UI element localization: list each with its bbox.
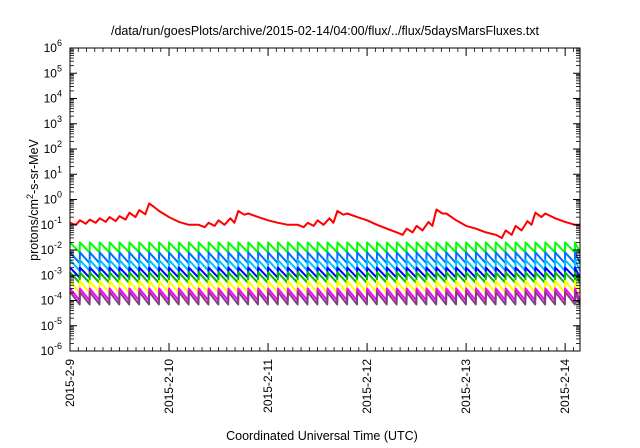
series-line-2 [69,251,581,265]
plot-frame [69,47,581,352]
y-tick-label: 104 [44,89,62,106]
y-tick-label: 10-4 [41,291,62,308]
x-tick-label: 2015-2-10 [162,359,176,414]
y-tick-label: 101 [44,164,62,181]
x-axis-label: Coordinated Universal Time (UTC) [226,429,418,443]
series-line-8 [69,290,581,306]
y-tick-label: 102 [44,139,62,156]
y-tick-label: 10-2 [41,240,62,257]
y-tick-label: 103 [44,114,62,131]
y-tick-label: 10-3 [41,265,62,282]
y-tick-label: 10-6 [41,341,62,358]
x-tick-label: 2015-2-9 [63,359,77,407]
x-tick-label: 2015-2-11 [261,359,275,413]
x-tick-label: 2015-2-14 [558,359,572,414]
y-tick-label: 10-1 [41,215,62,232]
ticks-layer: 10-6 10-5 10-4 10-3 10-2 10-1 100 101 102 103 104 1… [41,38,580,414]
y-tick-label: 105 [44,63,62,80]
chart-title: /data/run/goesPlots/archive/2015-02-14/0… [111,24,540,38]
series-layer [69,202,581,306]
y-tick-label: 106 [44,38,62,55]
series-line-1 [69,241,581,254]
y-tick-label: 10-5 [41,316,62,333]
y-tick-label: 100 [44,190,62,207]
x-tick-label: 2015-2-13 [459,359,473,414]
series-line-0 [69,202,580,239]
y-axis-label: protons/cm2-s-sr-MeV [25,138,41,260]
series-line-6 [69,279,581,294]
x-tick-label: 2015-2-12 [360,359,374,414]
